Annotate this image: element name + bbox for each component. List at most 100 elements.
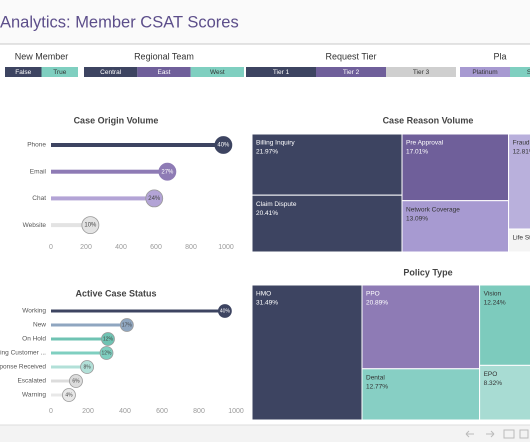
lollipop-head <box>101 332 115 346</box>
lollipop-head <box>119 318 134 332</box>
share-label: 4% <box>65 392 73 398</box>
lollipop-head <box>158 162 177 181</box>
cell-value: 31.49% <box>256 300 278 307</box>
cell-value: 17.01% <box>406 149 428 156</box>
category-label: aiting Customer ... <box>0 350 46 357</box>
forward-button[interactable] <box>486 430 495 438</box>
category-label: Chat <box>32 195 46 202</box>
category-label: Escalated <box>17 378 46 385</box>
category-label: On Hold <box>22 336 46 343</box>
cell-label: HMO <box>256 291 271 298</box>
x-tick-label: 1000 <box>218 244 234 251</box>
treemap-cell <box>508 133 530 230</box>
x-tick-label: 1000 <box>228 408 244 415</box>
treemap-cell <box>251 133 403 196</box>
x-tick-label: 800 <box>193 408 205 415</box>
share-label: 17% <box>122 322 133 328</box>
filter-label: Pla <box>493 51 506 61</box>
x-tick-label: 400 <box>115 244 127 251</box>
filter-chip[interactable] <box>246 67 316 77</box>
category-label: Phone <box>27 142 46 149</box>
cell-value: 20.89% <box>366 300 388 307</box>
filter-chip[interactable] <box>137 67 191 77</box>
cell-value: 12.77% <box>366 384 388 391</box>
filter-option: Tier 3 <box>413 69 430 76</box>
category-label: Website <box>23 222 47 229</box>
bar <box>51 351 107 355</box>
category-label: Warning <box>22 392 46 399</box>
bar <box>51 143 224 147</box>
chart-title: Active Case Status <box>75 288 156 298</box>
share-label: 12% <box>101 350 112 356</box>
lollipop-head <box>99 346 114 360</box>
x-tick-label: 600 <box>150 244 162 251</box>
bar <box>51 365 88 369</box>
cell-value: 13.09% <box>406 215 428 222</box>
chart-title: Policy Type <box>403 267 452 277</box>
filter-option: Silver <box>527 69 530 76</box>
filter-option: Central <box>100 69 122 76</box>
filter-option: False <box>15 69 31 76</box>
cell-label: EPO <box>484 371 498 378</box>
bar <box>51 393 69 397</box>
treemap-cell <box>401 133 510 202</box>
share-label: 12% <box>103 336 114 342</box>
share-label: 40% <box>217 143 230 149</box>
back-button[interactable] <box>465 430 474 438</box>
category-label: Email <box>30 168 47 175</box>
filter-chip[interactable] <box>84 67 138 77</box>
cell-label: Fraud <box>513 140 530 147</box>
chart-title: Case Origin Volume <box>74 115 159 125</box>
cell-value: 8.32% <box>484 380 503 387</box>
treemap-cell <box>479 284 530 366</box>
bar <box>51 323 127 327</box>
filter-chip[interactable] <box>5 67 42 77</box>
filter-option: East <box>157 69 170 76</box>
fullscreen-button[interactable] <box>519 429 529 439</box>
bar <box>51 337 108 341</box>
filter-label: Regional Team <box>134 51 194 61</box>
cell-label: Dental <box>366 375 385 382</box>
category-label: New <box>33 322 46 329</box>
treemap-cell <box>361 284 481 370</box>
bar <box>51 223 91 228</box>
filter-chip[interactable] <box>386 67 456 77</box>
filter-chip[interactable] <box>460 67 510 77</box>
share-label: 24% <box>148 196 161 202</box>
cell-value: 21.97% <box>256 149 278 156</box>
filter-chip[interactable] <box>510 67 530 77</box>
share-label: 6% <box>72 378 80 384</box>
share-label: 27% <box>161 169 174 175</box>
cell-label: Network Coverage <box>406 206 460 213</box>
lollipop-head <box>214 136 233 154</box>
lollipop-head <box>69 374 83 388</box>
chart-title: Case Reason Volume <box>383 115 474 125</box>
lollipop-head <box>80 360 94 374</box>
header-bar <box>0 0 530 44</box>
cell-label: Pre Approval <box>406 140 444 147</box>
filter-label: Request Tier <box>325 51 376 61</box>
filter-chip[interactable] <box>316 67 386 77</box>
lollipop-head <box>81 216 100 235</box>
treemap-cell <box>251 194 403 253</box>
x-tick-label: 200 <box>80 244 92 251</box>
category-label: Working <box>22 308 46 315</box>
treemap-cell <box>508 228 530 253</box>
dashboard-title: Analytics: Member CSAT Scores <box>0 13 239 31</box>
filter-label: New Member <box>15 51 69 61</box>
cell-value: 12.81% <box>513 149 530 156</box>
bar <box>51 196 155 201</box>
lollipop-head <box>145 189 164 208</box>
cell-label: Billing Inquiry <box>256 140 295 147</box>
share-label: 40% <box>220 308 231 314</box>
cell-value: 20.41% <box>256 210 278 217</box>
x-tick-label: 200 <box>82 408 94 415</box>
x-tick-label: 0 <box>49 408 53 415</box>
x-tick-label: 600 <box>156 408 168 415</box>
share-button[interactable] <box>503 429 515 439</box>
x-tick-label: 800 <box>185 244 197 251</box>
filter-chip[interactable] <box>190 67 244 77</box>
filter-chip[interactable] <box>41 67 79 77</box>
